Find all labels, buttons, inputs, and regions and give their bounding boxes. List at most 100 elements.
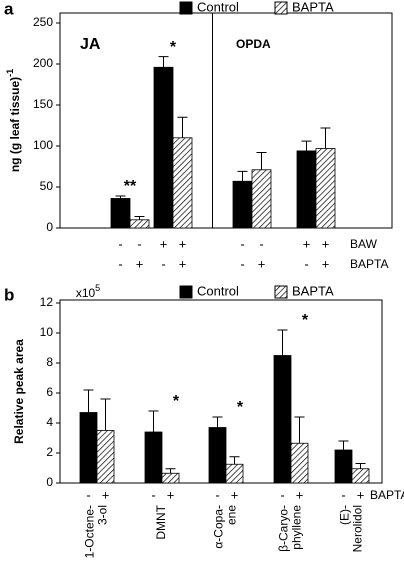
- factor-sign: +: [136, 256, 144, 271]
- factor-sign: -: [280, 487, 284, 502]
- bar: [351, 468, 370, 484]
- category-label: (E)-: [338, 505, 352, 525]
- y-axis-label: ng (g leaf tissue)-1: [5, 69, 22, 172]
- section-title: JA: [80, 36, 101, 53]
- factor-sign: -: [215, 487, 219, 502]
- error-bar: [320, 127, 331, 149]
- y-tick-label: 8: [46, 355, 53, 369]
- significance: *: [170, 39, 177, 56]
- y-axis-label-sup: -1: [5, 69, 15, 77]
- y-tick-label: 100: [33, 138, 53, 152]
- error-bar: [237, 170, 248, 182]
- error-bar: [134, 216, 145, 220]
- y-tick-label: 250: [33, 15, 53, 29]
- error-bar: [301, 140, 312, 151]
- y-tick-label: 0: [46, 475, 53, 489]
- factor-sign: -: [304, 256, 308, 271]
- bar: [110, 198, 131, 229]
- factor-sign: +: [167, 487, 175, 502]
- factor-sign: -: [151, 487, 155, 502]
- bar: [225, 463, 244, 484]
- section-title: OPDA: [236, 37, 271, 51]
- factor-sign: -: [118, 256, 122, 271]
- category-label: Nerolidol: [351, 505, 365, 552]
- category-label: DMNT: [154, 504, 168, 539]
- bar: [315, 148, 336, 229]
- factor-sign: +: [179, 236, 187, 251]
- y-tick-label: 2: [46, 445, 53, 459]
- multiplier: x105: [76, 283, 100, 300]
- factor-sign: +: [303, 236, 311, 251]
- legend-swatch: [179, 285, 193, 299]
- legend-swatch: [179, 1, 193, 15]
- y-tick-label: 10: [40, 325, 54, 339]
- bar: [161, 472, 180, 484]
- error-bar: [212, 416, 223, 428]
- error-bar: [158, 56, 169, 68]
- category-label: 1-Octene-: [83, 505, 97, 558]
- error-bar: [115, 195, 126, 199]
- factor-sign: -: [118, 236, 122, 251]
- panel-label: b: [4, 285, 14, 304]
- legend-label: BAPTA: [292, 283, 334, 298]
- factor-sign: +: [231, 487, 239, 502]
- category-label: α-Copa-: [212, 505, 226, 549]
- factor-sign: -: [259, 236, 263, 251]
- category-label: 3-ol: [96, 505, 110, 525]
- y-axis-label-text: Relative peak area: [12, 339, 26, 444]
- factor-sign: +: [102, 487, 110, 502]
- factor-sign: -: [161, 256, 165, 271]
- bar: [251, 169, 272, 229]
- factor-sign: -: [137, 236, 141, 251]
- factor-name: BAW: [350, 237, 378, 251]
- category-label: β-Caryo-: [277, 505, 291, 552]
- factor-sign: -: [341, 487, 345, 502]
- y-tick-label: 0: [46, 220, 53, 234]
- factor-sign: +: [179, 256, 187, 271]
- bar: [334, 449, 353, 484]
- y-axis-label-text: ng (g leaf tissue): [8, 77, 22, 172]
- error-bar: [294, 416, 305, 444]
- significance: *: [237, 399, 244, 416]
- error-bar: [165, 468, 176, 474]
- factor-sign: +: [258, 256, 266, 271]
- factor-sign: -: [86, 487, 90, 502]
- panel-label: a: [4, 0, 14, 18]
- bar: [96, 430, 115, 484]
- legend-label: BAPTA: [292, 0, 334, 14]
- bar: [79, 412, 98, 484]
- significance: *: [173, 393, 180, 410]
- factor-name: BAPTA: [350, 257, 388, 271]
- bar: [296, 150, 317, 229]
- factor-sign: +: [160, 236, 168, 251]
- bar: [290, 442, 309, 484]
- y-tick-label: 4: [46, 415, 53, 429]
- y-tick-label: 50: [40, 179, 54, 193]
- factor-sign: -: [240, 236, 244, 251]
- error-bar: [256, 152, 267, 170]
- category-label: phyllene: [290, 505, 304, 550]
- factor-name: BAPTA: [370, 488, 404, 502]
- factor-sign: +: [296, 487, 304, 502]
- error-bar: [277, 329, 288, 356]
- bar: [273, 355, 292, 484]
- error-bar: [355, 463, 366, 469]
- bar: [153, 66, 174, 229]
- legend-swatch: [274, 285, 288, 299]
- error-bar: [229, 456, 240, 465]
- error-bar: [100, 398, 111, 431]
- significance: *: [302, 312, 309, 329]
- legend-label: Control: [197, 283, 239, 298]
- error-bar: [83, 389, 94, 413]
- plot-frame: [59, 12, 393, 229]
- bar: [208, 427, 227, 484]
- legend-label: Control: [197, 0, 239, 14]
- category-label: ene: [225, 505, 239, 525]
- y-tick-label: 6: [46, 385, 53, 399]
- significance: **: [124, 178, 137, 195]
- factor-sign: +: [322, 236, 330, 251]
- multiplier-sup: 5: [95, 283, 100, 293]
- y-tick-label: 150: [33, 97, 53, 111]
- factor-sign: -: [240, 256, 244, 271]
